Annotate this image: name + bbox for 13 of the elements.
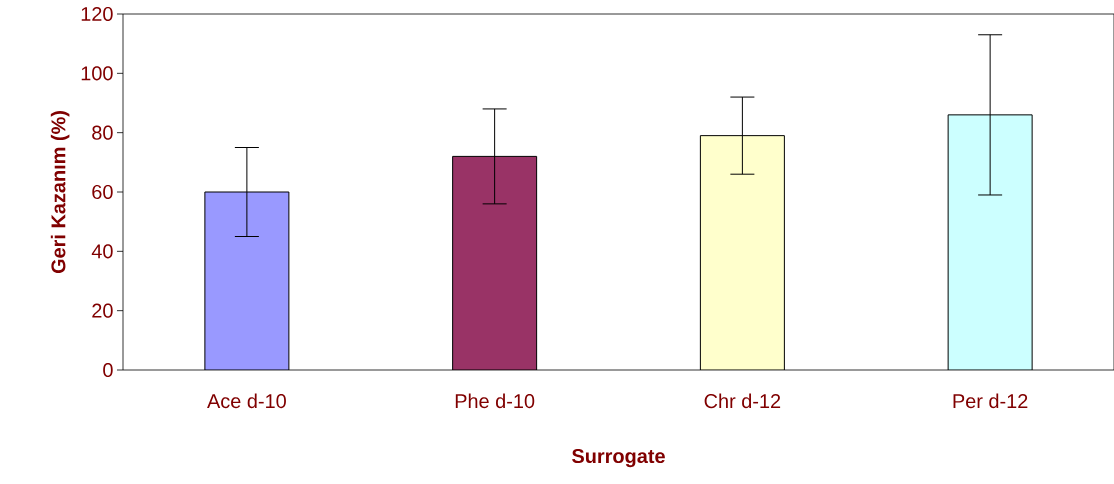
y-tick-label: 100 bbox=[81, 66, 113, 81]
x-tick-label: Phe d-10 bbox=[455, 393, 535, 409]
y-tick-label: 120 bbox=[81, 6, 113, 22]
y-tick-label: 20 bbox=[92, 303, 113, 318]
y-tick-label: 80 bbox=[92, 125, 113, 140]
y-tick-label: 60 bbox=[92, 184, 113, 200]
x-tick-label: Ace d-10 bbox=[207, 393, 286, 409]
y-axis-title: Geri Kazanım (%) bbox=[50, 111, 70, 274]
y-tick-label: 0 bbox=[103, 362, 113, 378]
x-axis-title: Surrogate bbox=[572, 449, 665, 468]
y-tick-label: 40 bbox=[91, 244, 113, 259]
x-tick-label: Chr d-12 bbox=[704, 393, 781, 409]
x-tick-label: Per d-12 bbox=[953, 393, 1028, 409]
